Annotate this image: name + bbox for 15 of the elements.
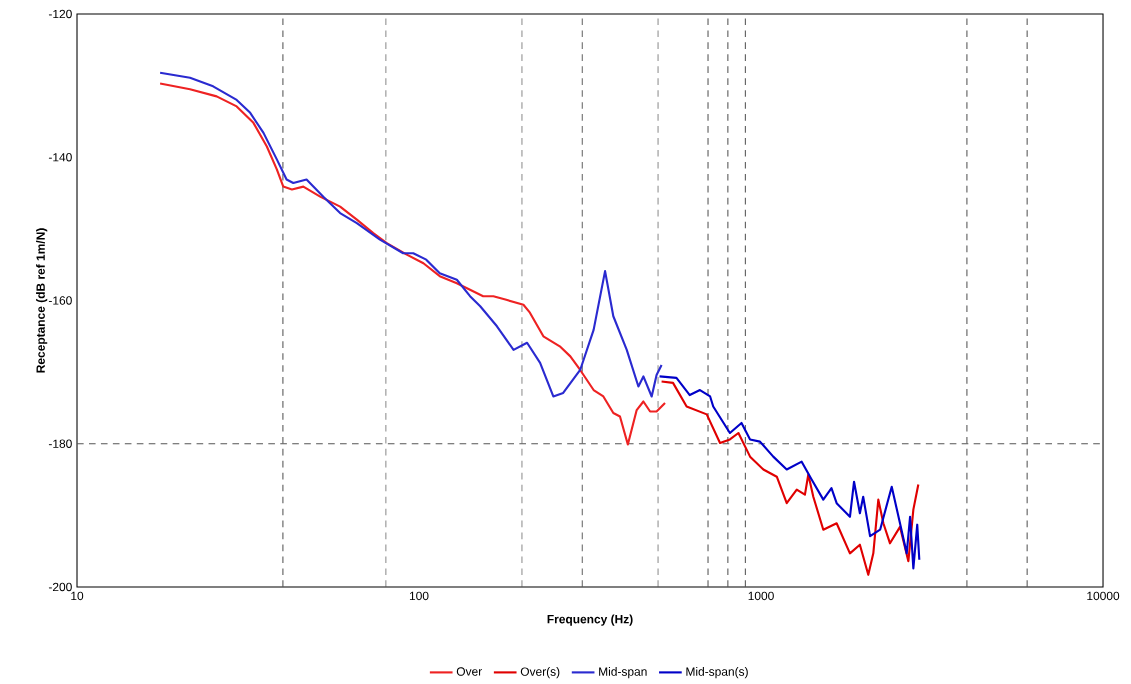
y-tick-label: -120 [48, 9, 72, 19]
x-tick-label: 1000 [748, 591, 774, 601]
x-tick-label: 10 [71, 591, 84, 601]
legend-label: Mid-span(s) [686, 667, 748, 679]
y-axis-title: Receptance (dB ref 1m/N) [36, 228, 48, 373]
y-tick-label: -160 [48, 296, 72, 305]
legend-label: Over(s) [520, 667, 560, 679]
y-tick-label: -200 [48, 582, 72, 592]
y-tick-label: -140 [48, 153, 72, 162]
x-tick-label: 100 [409, 591, 429, 601]
x-tick-label: 10000 [1087, 591, 1120, 601]
x-axis-title: Frequency (Hz) [547, 614, 633, 626]
legend-label: Mid-span [599, 667, 647, 679]
legend-label: Over [456, 667, 482, 676]
y-tick-label: -180 [48, 439, 72, 448]
